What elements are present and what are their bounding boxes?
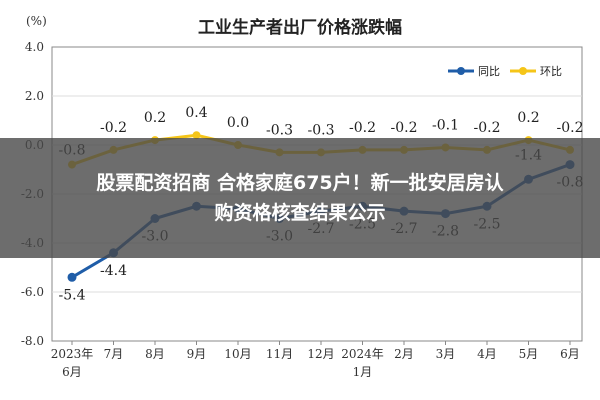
banner-line-2: 购资格核查结果公示	[214, 202, 386, 224]
data-label: -4.4	[100, 263, 127, 279]
legend-marker	[457, 67, 465, 75]
x-tick-label: 10月	[224, 347, 251, 361]
x-tick-label: 6月	[560, 347, 580, 361]
data-point	[192, 131, 201, 140]
data-label: -0.2	[557, 120, 584, 136]
x-tick-label: 2024年	[341, 347, 384, 361]
x-tick-label: 11月	[266, 347, 293, 361]
data-label: -0.3	[308, 122, 335, 138]
x-tick-label: 3月	[436, 347, 456, 361]
x-tick-label: 12月	[307, 347, 334, 361]
data-point	[67, 272, 77, 282]
y-axis-unit: (%)	[26, 14, 47, 28]
y-tick-label: -6.0	[21, 285, 44, 299]
data-label: -0.2	[391, 120, 418, 136]
data-label: 0.0	[227, 115, 249, 131]
banner-line-1: 股票配资招商 合格家庭675户！新一批安居房认	[96, 172, 504, 194]
news-overlay-banner[interactable]: 股票配资招商 合格家庭675户！新一批安居房认 购资格核查结果公示	[0, 138, 600, 258]
data-label: 0.2	[144, 110, 166, 126]
data-label: -0.2	[100, 120, 127, 136]
data-label: -0.3	[266, 122, 293, 138]
x-tick-label: 1月	[353, 365, 373, 379]
data-label: 0.2	[517, 110, 539, 126]
x-tick-label: 2023年	[51, 347, 94, 361]
data-label: -5.4	[59, 287, 86, 303]
chart-title: 工业生产者出厂价格涨跌幅	[198, 18, 402, 38]
x-tick-label: 2月	[394, 347, 414, 361]
y-tick-label: -8.0	[21, 334, 44, 348]
data-label: 0.4	[185, 105, 207, 121]
data-label: -0.2	[349, 120, 376, 136]
x-tick-label: 8月	[145, 347, 165, 361]
legend-marker	[519, 67, 527, 75]
x-tick-label: 4月	[477, 347, 497, 361]
x-tick-label: 9月	[187, 347, 207, 361]
legend-label: 同比	[478, 65, 500, 78]
x-tick-label: 7月	[104, 347, 124, 361]
y-tick-label: 4.0	[25, 40, 44, 54]
data-label: -0.1	[432, 117, 459, 133]
y-tick-label: 2.0	[25, 89, 44, 103]
data-label: -0.2	[474, 120, 501, 136]
legend-label: 环比	[540, 65, 562, 78]
x-tick-label: 6月	[62, 365, 82, 379]
x-tick-label: 5月	[519, 347, 539, 361]
